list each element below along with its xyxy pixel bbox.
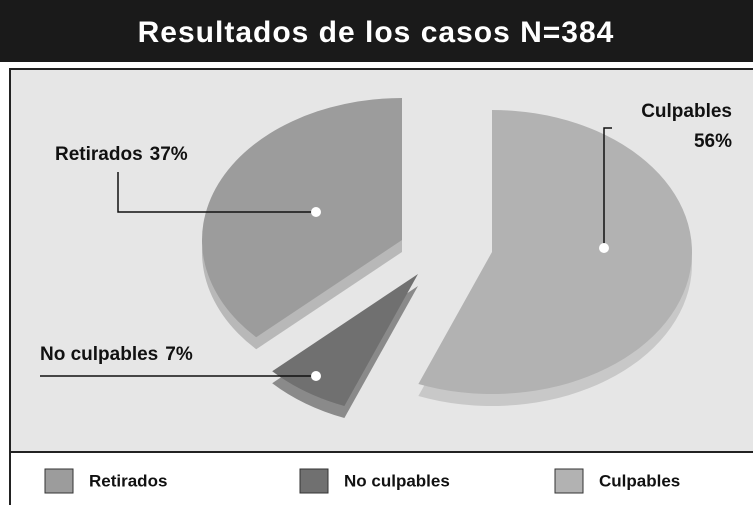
slice-label: No culpables 7% [40,344,193,365]
legend-label: No culpables [344,471,450,490]
slice-label: Culpables [641,101,732,122]
slice-value-label: 56% [694,131,732,152]
legend-label: Retirados [89,471,167,490]
legend-swatch [44,468,74,494]
slice [418,110,692,394]
slice-label: Retirados 37% [55,144,188,165]
legend-swatch [554,468,584,494]
slice [272,274,418,407]
slice-value-label: 7% [165,344,193,365]
chart-title: Resultados de los casos N=384 [138,16,615,49]
leader-line [603,127,612,248]
slice [201,98,402,338]
leader-line [117,172,316,213]
leader-dot [311,371,321,381]
title-bar [0,0,753,62]
labels: Retirados 37% No culpables 7% Culpables 56% Re… [40,101,732,494]
legend-swatch [299,468,329,494]
slice-name: Retirados [55,144,143,165]
leader-dot [599,243,609,253]
legend-label: Culpables [599,471,680,490]
leader-dot [311,207,321,217]
slice-value-label: 37% [150,144,188,165]
slice-name: No culpables [40,344,158,365]
pie [201,98,692,419]
